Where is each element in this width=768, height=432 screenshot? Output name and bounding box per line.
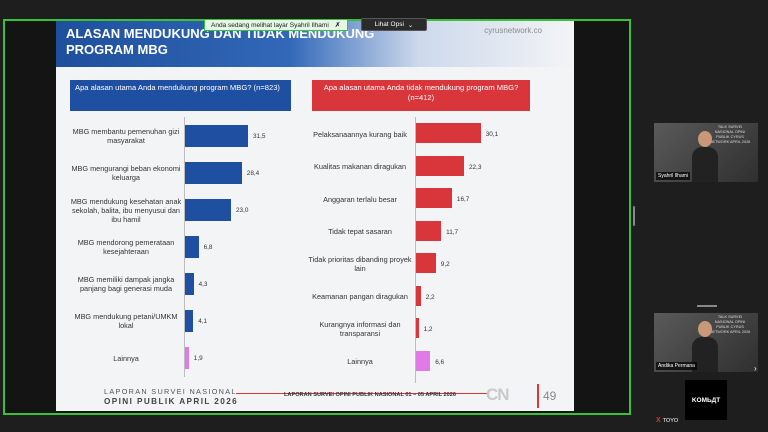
bar-mark	[416, 220, 442, 241]
bar-value-label: 6,6	[435, 358, 445, 366]
bar-category-label: MBG mendukung petani/UMKM lokal	[74, 312, 178, 330]
participant-head	[698, 131, 712, 147]
right-question-box: Apa alasan utama Anda tidak mendukung pr…	[312, 80, 530, 111]
bar-category-label: MBG mendorong pemerataan kesejahteraan	[77, 238, 175, 256]
chart-row: Tidak tepat sasaran 11,7	[56, 217, 574, 243]
bar-category-label: Lainnya	[113, 353, 139, 363]
bar-category-label: Keamanan pangan diragukan	[312, 292, 408, 301]
slide-website: cyrusnetwork.co	[484, 26, 542, 35]
bar-value-label: 1,2	[423, 326, 433, 333]
chart-row: MBG mendorong pemerataan kesejahteraan 6,…	[56, 232, 574, 258]
panel-resize-handle[interactable]	[633, 206, 635, 226]
bar-value-label: 9,2	[440, 261, 450, 268]
participant-name-label: Andika Permana	[656, 362, 697, 370]
chart-row: Tidak prioritas dibanding proyek lain 9,2	[56, 249, 574, 275]
bar-category-label: MBG mendukung kesehatan anak sekolah, ba…	[70, 196, 182, 224]
view-options-label: Lihat Opsi	[374, 21, 404, 28]
bar-category-label: Kualitas makanan diragukan	[313, 162, 407, 171]
chart-row: Anggaran terlalu besar 16,7	[56, 184, 574, 210]
chart-row: Lainnya 6,6	[56, 347, 574, 373]
presentation-slide: ALASAN MENDUKUNG DAN TIDAK MENDUKUNG PRO…	[56, 21, 574, 411]
bar-value-label: 16,7	[456, 196, 470, 203]
bar-mark	[416, 350, 431, 371]
bar-value-label: 28,4	[246, 170, 260, 177]
chart-row: Kualitas makanan diragukan 22,3	[56, 152, 574, 178]
bar-category-label: Anggaran terlalu besar	[323, 194, 397, 204]
participant-tile-syahril[interactable]: TALK SURVEI NASIONAL OPINI PUBLIK CYRUS …	[654, 123, 758, 182]
screen-share-banner: Anda sedang melihat layar Syahril Ilhami…	[204, 19, 348, 31]
left-chart-axis	[184, 117, 185, 377]
bar-value-label: 23,0	[236, 207, 249, 214]
bar-value-label: 30,1	[485, 131, 499, 138]
bar-category-label: Tidak tepat sasaran	[328, 227, 392, 236]
bar-category-label: Kurangnya informasi dan transparansi	[319, 320, 401, 338]
chart-row: MBG mendukung petani/UMKM lokal 4,1	[56, 306, 574, 332]
bar-mark	[416, 123, 481, 143]
bar-mark	[185, 273, 194, 295]
bar-mark	[416, 285, 421, 306]
tile-watermark: TALK SURVEI NASIONAL OPINI PUBLIK CYRUS …	[709, 125, 751, 144]
bar-category-label: MBG mengurangi beban ekonomi keluarga	[71, 164, 181, 182]
bar-value-label: 6,8	[203, 244, 213, 251]
footer-center-text: LAPORAN SURVEI OPINI PUBLIK NASIONAL 01 …	[284, 392, 457, 398]
participant-video	[692, 131, 718, 182]
footer-period-line: OPINI PUBLIK APRIL 2026	[104, 397, 239, 406]
footer-rule	[236, 393, 488, 394]
bar-value-label: 1,9	[193, 355, 203, 362]
bar-value-label: 11,7	[446, 228, 459, 236]
bar-category-label: Lainnya	[347, 357, 373, 366]
participant-body	[692, 147, 718, 182]
chart-row: Lainnya 1,9	[56, 343, 574, 369]
bottom-brand: X TOYO	[656, 417, 678, 424]
bar-mark	[416, 188, 452, 208]
bar-mark	[185, 310, 194, 332]
bar-mark	[185, 162, 242, 184]
participant-tile-channel[interactable]: KOMЬДТ	[685, 380, 727, 420]
chart-row: Kurangnya informasi dan transparansi 1,2	[56, 314, 574, 340]
bottom-brand-label: TOYO	[662, 417, 679, 424]
chart-row: MBG mengurangi beban ekonomi keluarga 28,…	[56, 158, 574, 184]
share-banner-text: Anda sedang melihat layar Syahril Ilhami	[211, 21, 329, 29]
bar-mark	[416, 253, 436, 273]
bar-mark	[416, 318, 419, 338]
bar-mark	[185, 236, 199, 258]
panel-separator	[697, 305, 717, 307]
participant-tile-andika[interactable]: TALK SURVEI NASIONAL OPINI PUBLIK CYRUS …	[654, 313, 758, 372]
chevron-right-icon[interactable]: ›	[754, 364, 757, 373]
brand-x-icon: X	[656, 417, 661, 424]
bar-mark	[185, 125, 248, 147]
bar-category-label: Tidak prioritas dibanding proyek lain	[308, 255, 412, 273]
cyrus-network-logo: CN	[486, 385, 510, 404]
pin-icon[interactable]: ✗	[334, 22, 341, 29]
bar-category-label: MBG membantu pemenuhan gizi masyarakat	[72, 127, 180, 145]
participant-head	[698, 321, 712, 337]
bar-mark	[185, 199, 231, 221]
bar-value-label: 4,1	[198, 318, 208, 325]
chart-row: MBG membantu pemenuhan gizi masyarakat 31…	[56, 121, 574, 147]
chart-row: MBG mendukung kesehatan anak sekolah, ba…	[56, 195, 574, 224]
chart-row: MBG memiliki dampak jangka panjang bagi …	[56, 269, 574, 295]
bar-value-label: 31,5	[253, 133, 266, 140]
chart-row: Pelaksanaannya kurang baik 30,1	[56, 119, 574, 145]
chart-row: Keamanan pangan diragukan 2,2	[56, 282, 574, 308]
left-question-box: Apa alasan utama Anda mendukung program …	[70, 80, 291, 111]
footer-divider	[537, 384, 539, 408]
page-number: 49	[543, 389, 557, 403]
bar-category-label: MBG memiliki dampak jangka panjang bagi …	[77, 275, 175, 293]
bar-value-label: 22,3	[468, 163, 482, 171]
view-options-button[interactable]: Lihat Opsi ⌄	[361, 18, 427, 31]
bar-category-label: Pelaksanaannya kurang baik	[313, 129, 407, 139]
slide-footer: LAPORAN SURVEI NASIONAL OPINI PUBLIK APR…	[56, 381, 574, 411]
participant-name-label: Syahril Ilhami	[656, 172, 691, 180]
channel-label: KOMЬДТ	[691, 396, 721, 404]
bar-mark	[185, 347, 189, 369]
bar-value-label: 4,3	[198, 281, 208, 288]
bar-mark	[416, 155, 464, 176]
footer-report-line: LAPORAN SURVEI NASIONAL	[104, 387, 237, 396]
right-chart-axis	[415, 117, 416, 383]
bar-value-label: 2,2	[425, 293, 435, 301]
tile-watermark: TALK SURVEI NASIONAL OPINI PUBLIK CYRUS …	[709, 315, 751, 334]
chevron-down-icon: ⌄	[407, 21, 414, 29]
